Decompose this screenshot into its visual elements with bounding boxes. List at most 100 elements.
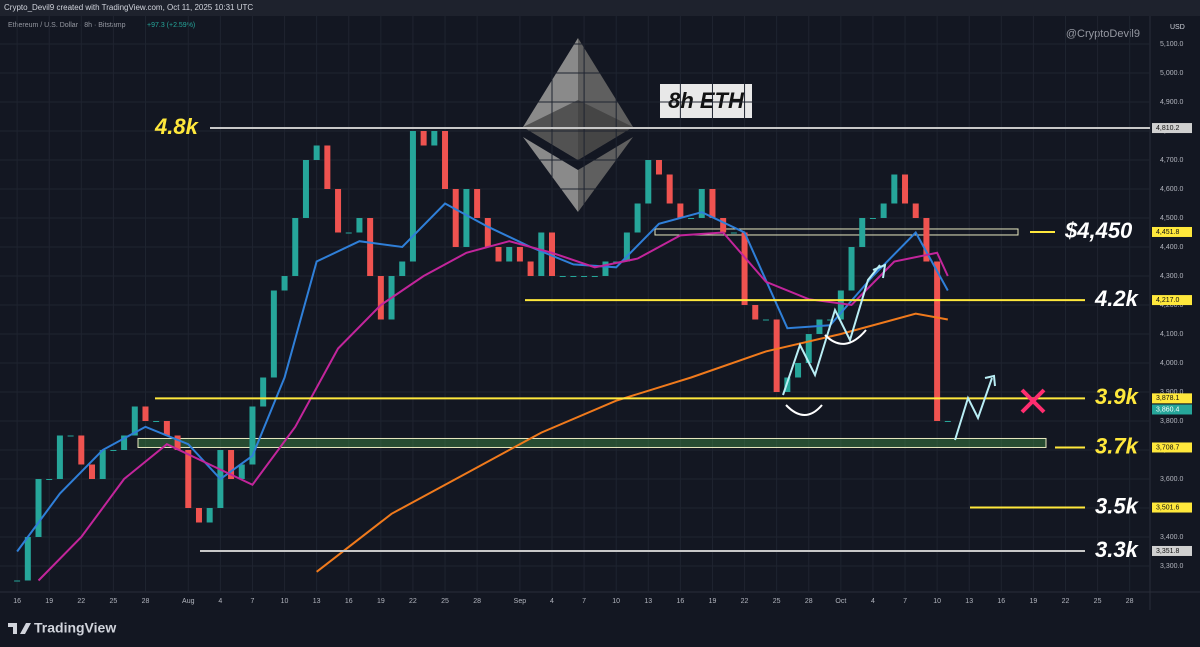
x-tick-label: 25	[773, 598, 781, 605]
candle	[56, 435, 63, 479]
candle	[249, 406, 256, 465]
candle	[185, 450, 192, 508]
price-badge-label: 4,217.0	[1156, 297, 1179, 304]
x-tick-label: 4	[871, 598, 875, 605]
candle	[506, 247, 513, 262]
level-label: 3.9k	[1095, 384, 1140, 409]
candle	[174, 435, 181, 450]
y-tick-label: 3,900.0	[1160, 389, 1183, 396]
header: Crypto_Devil9 created with TradingView.c…	[4, 3, 253, 12]
candle	[848, 247, 855, 291]
x-tick-label: 4	[550, 598, 554, 605]
header-bar	[0, 0, 1200, 16]
candle	[559, 276, 566, 277]
x-tick-label: 19	[45, 598, 53, 605]
y-tick-label: 3,800.0	[1160, 418, 1183, 425]
x-tick-label: 19	[709, 598, 717, 605]
x-tick-label: 22	[409, 598, 417, 605]
watermark: @CryptoDevil9	[1066, 28, 1140, 40]
y-tick-label: 4,400.0	[1160, 244, 1183, 251]
price-badge-label: 3,878.1	[1156, 395, 1179, 402]
candle	[324, 145, 331, 189]
x-tick-label: 4	[218, 598, 222, 605]
candle	[762, 319, 769, 321]
level-label: 4.8k	[154, 114, 200, 139]
candle	[827, 319, 834, 321]
candle	[795, 363, 802, 378]
x-tick-label: 25	[441, 598, 449, 605]
price-badge	[1152, 123, 1192, 134]
candle	[14, 580, 21, 582]
price-badge-label: 3,501.6	[1156, 504, 1179, 511]
candle	[859, 218, 866, 247]
candle	[602, 261, 609, 276]
y-tick-label: 5,100.0	[1160, 41, 1183, 48]
candle	[527, 261, 534, 276]
moving-average	[316, 312, 948, 573]
y-tick-label: 3,400.0	[1160, 534, 1183, 541]
candle	[335, 189, 342, 233]
candle	[741, 232, 748, 305]
x-tick-label: 16	[13, 598, 21, 605]
candle	[367, 218, 374, 276]
price-badge-label: 4,810.2	[1156, 125, 1179, 132]
candle	[24, 537, 31, 581]
x-tick-label: 25	[109, 598, 117, 605]
x-tick-label: 10	[281, 598, 289, 605]
candle	[67, 435, 74, 437]
candle	[377, 276, 384, 320]
x-tick-label: 13	[313, 598, 321, 605]
x-tick-label: 28	[473, 598, 481, 605]
price-badge-label: 3,351.8	[1156, 548, 1179, 555]
price-badge	[1152, 226, 1192, 237]
candle	[142, 406, 149, 421]
candle	[270, 290, 277, 378]
x-tick-label: 7	[582, 598, 586, 605]
candle	[420, 131, 427, 146]
price-badge	[1152, 502, 1192, 513]
candle	[238, 464, 245, 479]
candle	[891, 174, 898, 204]
candle	[281, 276, 288, 291]
symbol: Ethereum / U.S. Dollar · 8h · Bitstamp	[8, 22, 126, 29]
candle	[773, 319, 780, 392]
candle	[463, 189, 470, 247]
candle	[720, 218, 727, 233]
x-tick-label: 19	[377, 598, 385, 605]
y-tick-label: 3,600.0	[1160, 476, 1183, 483]
x-tick-label: 22	[741, 598, 749, 605]
candle	[46, 479, 53, 480]
x-tick-label: 10	[612, 598, 620, 605]
candle	[228, 450, 235, 479]
level-label: 3.5k	[1095, 493, 1140, 518]
x-tick-label: 16	[345, 598, 353, 605]
x-tick-label: 28	[1126, 598, 1134, 605]
level-label: $4,450	[1064, 218, 1133, 243]
x-tick-label: 13	[965, 598, 973, 605]
candle	[880, 203, 887, 218]
candle	[163, 421, 170, 436]
candle	[195, 508, 202, 523]
level-label: 4.2k	[1094, 286, 1140, 311]
candle	[923, 218, 930, 262]
candle	[655, 160, 662, 175]
brand: TradingView	[34, 620, 116, 636]
candle	[442, 131, 449, 189]
level-label: 3.7k	[1095, 433, 1140, 458]
candle	[688, 218, 695, 219]
y-tick-label: 4,500.0	[1160, 215, 1183, 222]
last-price-label: 3,860.4	[1156, 406, 1179, 413]
y-tick-label: 3,300.0	[1160, 563, 1183, 570]
candle	[206, 508, 213, 523]
y-tick-label: 4,700.0	[1160, 157, 1183, 164]
x-tick-label: 7	[903, 598, 907, 605]
candle	[260, 377, 267, 407]
y-tick-label: 5,000.0	[1160, 70, 1183, 77]
moving-average	[16, 202, 949, 553]
y-tick-label: 4,100.0	[1160, 331, 1183, 338]
candle	[78, 435, 85, 465]
candle	[35, 479, 42, 537]
candle	[345, 232, 352, 234]
candle	[302, 160, 309, 218]
